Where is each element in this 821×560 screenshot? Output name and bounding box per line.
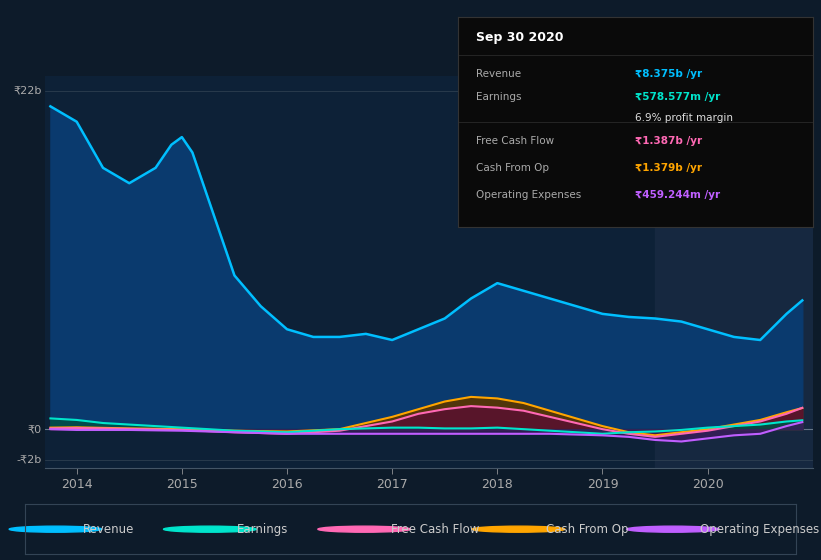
Text: 6.9% profit margin: 6.9% profit margin [635,113,733,123]
Text: Operating Expenses: Operating Expenses [700,522,819,536]
Text: Free Cash Flow: Free Cash Flow [476,136,554,146]
Circle shape [472,526,565,532]
Text: ₹1.387b /yr: ₹1.387b /yr [635,136,703,146]
Text: ₹8.375b /yr: ₹8.375b /yr [635,68,703,78]
Text: ₹578.577m /yr: ₹578.577m /yr [635,92,721,101]
Text: Operating Expenses: Operating Expenses [476,190,581,200]
Text: Free Cash Flow: Free Cash Flow [392,522,479,536]
Text: ₹0: ₹0 [27,424,41,434]
Text: -₹2b: -₹2b [16,455,41,465]
Text: Cash From Op: Cash From Op [476,163,549,173]
Text: Earnings: Earnings [237,522,288,536]
Text: Revenue: Revenue [82,522,134,536]
Circle shape [9,526,102,532]
Text: Cash From Op: Cash From Op [546,522,628,536]
Text: ₹459.244m /yr: ₹459.244m /yr [635,190,721,200]
Text: Sep 30 2020: Sep 30 2020 [476,31,563,44]
Text: ₹22b: ₹22b [13,86,41,96]
Circle shape [626,526,719,532]
Text: Revenue: Revenue [476,68,521,78]
Circle shape [163,526,256,532]
Text: Earnings: Earnings [476,92,521,101]
Circle shape [318,526,410,532]
Text: ₹1.379b /yr: ₹1.379b /yr [635,163,703,173]
Bar [655,76,813,468]
